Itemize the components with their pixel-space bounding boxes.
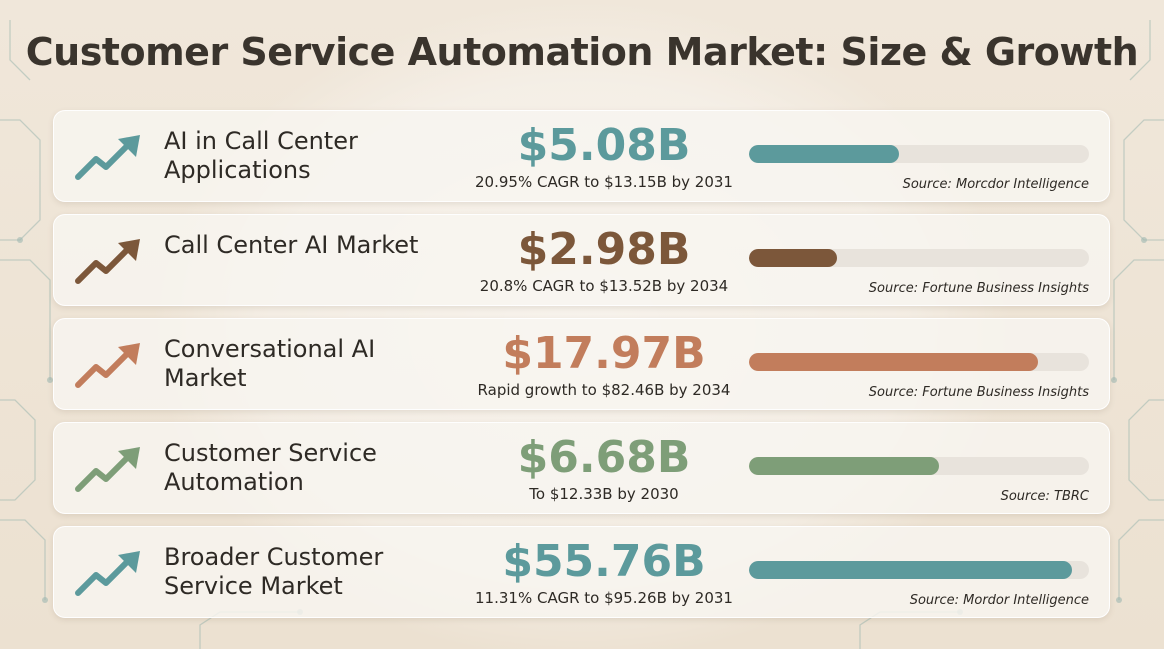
trend-up-arrow-icon xyxy=(75,135,140,180)
bar-fill xyxy=(749,353,1038,371)
market-row: Customer Service Automation $6.68B To $12.… xyxy=(53,422,1110,514)
bar-track xyxy=(749,561,1089,579)
row-label: AI in Call Center Applications xyxy=(164,127,358,184)
market-row: Broader Customer Service Market $55.76B 11… xyxy=(53,526,1110,618)
trend-up-arrow-icon xyxy=(75,447,140,492)
market-row: Call Center AI Market $2.98B 20.8% CAGR to… xyxy=(53,214,1110,306)
source-note: Source: TBRC xyxy=(1000,489,1089,504)
bar-track xyxy=(749,353,1089,371)
source-note: Source: Morcdor Intelligence xyxy=(902,177,1089,192)
growth-note: 20.95% CAGR to $13.15B by 2031 xyxy=(475,173,733,191)
bar-fill xyxy=(749,249,838,267)
source-note: Source: Fortune Business Insights xyxy=(868,281,1089,296)
bar-fill xyxy=(749,457,940,475)
chart-title: Customer Service Automation Market: Size… xyxy=(25,30,1139,74)
market-value-label: $55.76B xyxy=(502,536,706,587)
market-rows: AI in Call Center Applications $5.08B 20.9… xyxy=(53,110,1110,630)
growth-note: 11.31% CAGR to $95.26B by 2031 xyxy=(475,589,733,607)
row-label: Customer Service Automation xyxy=(164,439,377,496)
bar-track xyxy=(749,457,1089,475)
source-note: Source: Fortune Business Insights xyxy=(868,385,1089,400)
bar-track xyxy=(749,249,1089,267)
growth-note: 20.8% CAGR to $13.52B by 2034 xyxy=(479,277,729,295)
bar-track xyxy=(749,145,1089,163)
market-row: AI in Call Center Applications $5.08B 20.9… xyxy=(53,110,1110,202)
market-value-label: $6.68B xyxy=(517,432,691,483)
row-label: Call Center AI Market xyxy=(164,231,419,259)
market-value-label: $17.97B xyxy=(502,328,706,379)
growth-note: To $12.33B by 2030 xyxy=(529,485,679,503)
row-label: Broader Customer Service Market xyxy=(164,543,384,600)
trend-up-arrow-icon xyxy=(75,551,140,596)
market-value-label: $5.08B xyxy=(517,120,691,171)
row-label: Conversational AI Market xyxy=(164,335,376,392)
market-row: Conversational AI Market $17.97B Rapid gro… xyxy=(53,318,1110,410)
source-note: Source: Mordor Intelligence xyxy=(909,593,1089,608)
bar-fill xyxy=(749,561,1072,579)
trend-up-arrow-icon xyxy=(75,239,140,284)
growth-note: Rapid growth to $82.46B by 2034 xyxy=(477,381,731,399)
market-value-label: $2.98B xyxy=(517,224,691,275)
bar-fill xyxy=(749,145,899,163)
trend-up-arrow-icon xyxy=(75,343,140,388)
